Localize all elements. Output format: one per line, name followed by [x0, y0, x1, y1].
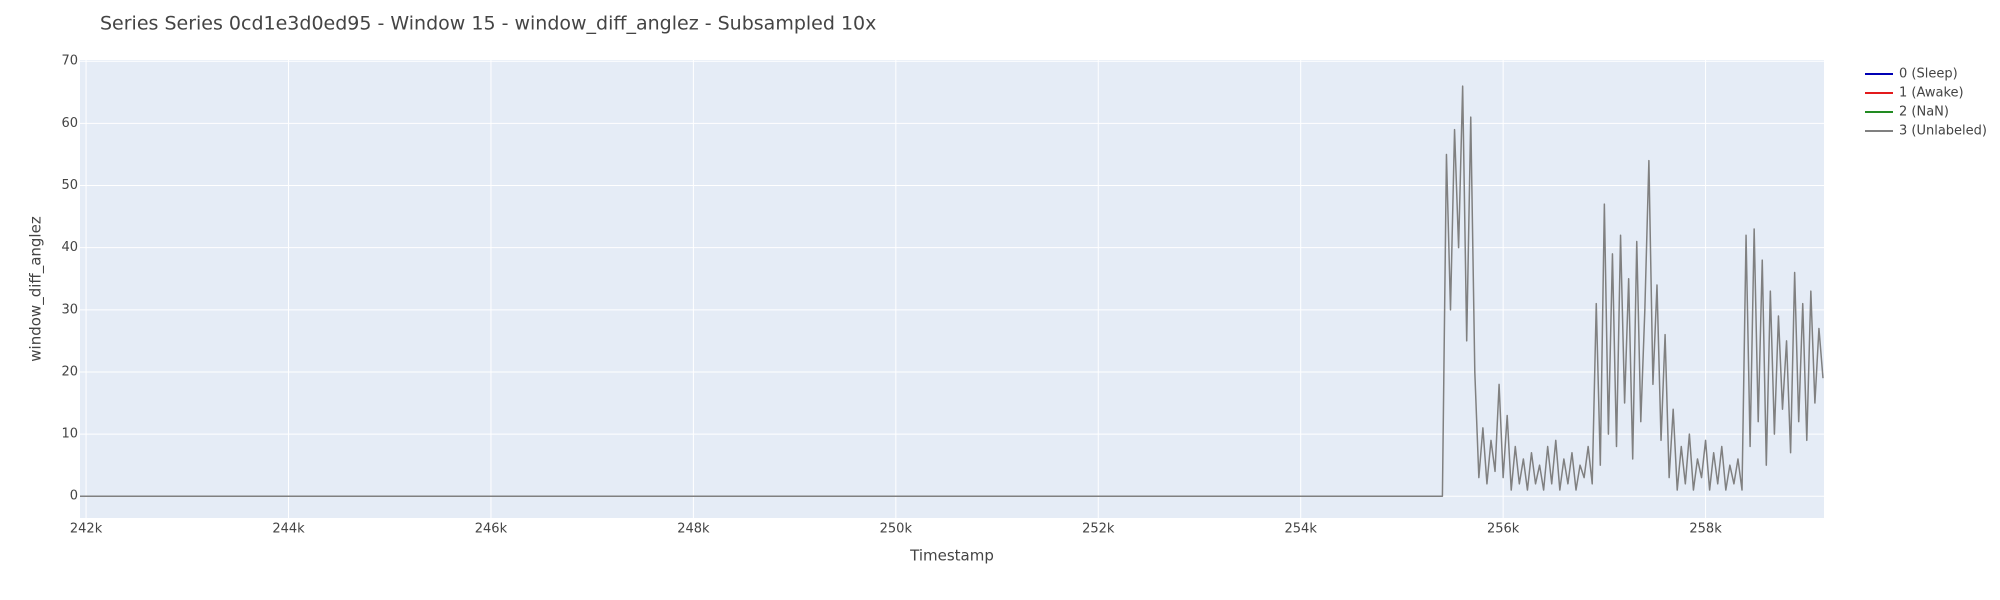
x-tick-label: 248k [677, 522, 710, 537]
y-tick-label: 20 [61, 364, 78, 379]
x-tick-label: 246k [475, 522, 508, 537]
x-tick-label: 250k [880, 522, 913, 537]
legend-label: 2 (NaN) [1899, 105, 1949, 120]
x-tick-label: 258k [1689, 522, 1722, 537]
y-axis-title: window_diff_anglez [27, 216, 46, 362]
y-tick-label: 70 [61, 54, 78, 69]
y-tick-label: 0 [70, 489, 78, 504]
y-tick-label: 40 [61, 240, 78, 255]
chart-title: Series Series 0cd1e3d0ed95 - Window 15 -… [100, 13, 876, 35]
data-line [80, 85, 1824, 497]
x-tick-label: 256k [1487, 522, 1520, 537]
y-tick-label: 10 [61, 427, 78, 442]
legend-label: 0 (Sleep) [1899, 67, 1958, 82]
legend-label: 1 (Awake) [1899, 86, 1964, 101]
x-tick-label: 244k [272, 522, 305, 537]
x-tick-label: 242k [70, 522, 103, 537]
y-tick-label: 60 [61, 116, 78, 131]
x-tick-label: 254k [1285, 522, 1318, 537]
plot-background [80, 60, 1824, 518]
x-tick-label: 252k [1082, 522, 1115, 537]
x-axis-title: Timestamp [909, 547, 994, 565]
y-tick-label: 30 [61, 302, 78, 317]
legend-label: 3 (Unlabeled) [1899, 124, 1987, 139]
y-tick-label: 50 [61, 178, 78, 193]
